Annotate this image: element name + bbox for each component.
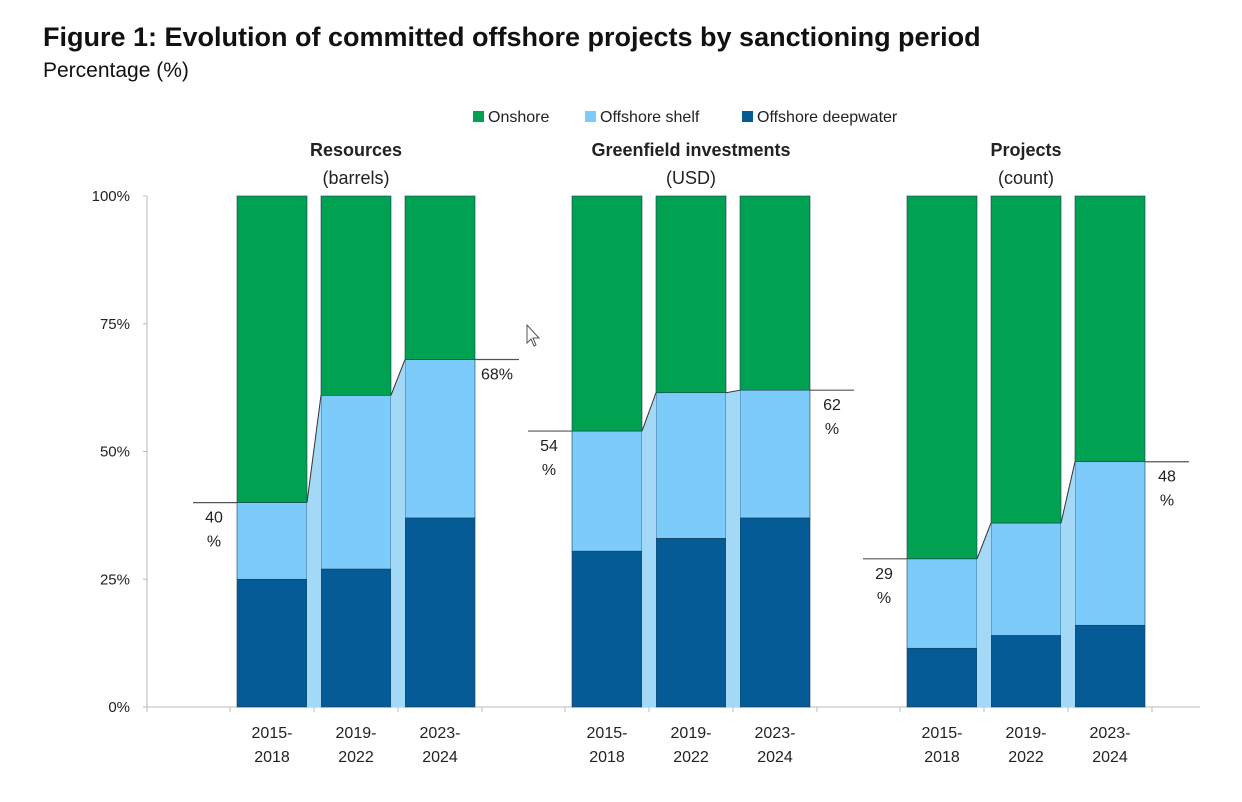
legend-label: Offshore shelf xyxy=(600,109,700,126)
x-tick-label: 2019- xyxy=(671,725,712,742)
bar-segment-offshore-deepwater xyxy=(655,538,727,708)
connector-area xyxy=(977,523,991,707)
bar-segment-onshore xyxy=(236,195,308,503)
bar-segment-offshore-deepwater xyxy=(906,647,978,708)
bar-segment-offshore-shelf xyxy=(404,359,476,519)
x-tick-label: 2024 xyxy=(757,749,793,766)
mouse-cursor-icon xyxy=(526,323,541,347)
connector-line xyxy=(641,392,657,432)
bar-segment-offshore-shelf xyxy=(236,502,308,580)
legend-swatch xyxy=(473,111,484,122)
connector-area xyxy=(307,395,321,707)
annotation-label: % xyxy=(207,534,221,551)
x-tick-label: 2024 xyxy=(1092,749,1128,766)
chart-subtitle: Percentage (%) xyxy=(43,59,189,82)
bar-segment-onshore xyxy=(739,195,811,391)
x-tick-label: 2015- xyxy=(587,725,628,742)
legend-swatch xyxy=(742,111,753,122)
y-tick-label: 50% xyxy=(100,444,130,461)
bar-segment-onshore xyxy=(320,195,392,396)
annotation-label: % xyxy=(877,590,891,607)
bar-segment-offshore-deepwater xyxy=(1074,624,1146,708)
bar-segment-onshore xyxy=(906,195,978,560)
panel-unit: (barrels) xyxy=(322,168,389,188)
bar-segment-onshore xyxy=(571,195,643,432)
bar-segment-onshore xyxy=(1074,195,1146,463)
connector-area xyxy=(1061,461,1075,707)
x-tick-label: 2023- xyxy=(420,725,461,742)
x-tick-label: 2018 xyxy=(589,749,625,766)
panel-unit: (USD) xyxy=(666,168,716,188)
x-tick-label: 2018 xyxy=(924,749,960,766)
bar-segment-offshore-shelf xyxy=(906,558,978,649)
annotation-label: 48 xyxy=(1158,469,1176,486)
connector-area xyxy=(726,390,740,707)
x-tick-label: 2022 xyxy=(673,749,709,766)
y-tick-label: 100% xyxy=(92,188,130,205)
bar-segment-onshore xyxy=(990,195,1062,524)
bar-segment-offshore-deepwater xyxy=(571,550,643,708)
bar-segment-offshore-deepwater xyxy=(990,635,1062,708)
panel-title: Greenfield investments xyxy=(591,140,790,160)
x-tick-label: 2022 xyxy=(1008,749,1044,766)
bar-segment-onshore xyxy=(655,195,727,394)
legend-swatch xyxy=(585,111,596,122)
bar-segment-offshore-shelf xyxy=(739,389,811,519)
connector-line xyxy=(1060,461,1076,524)
connector-line xyxy=(306,395,322,503)
panel-unit: (count) xyxy=(998,168,1054,188)
connector-line xyxy=(976,522,992,559)
bar-segment-offshore-shelf xyxy=(571,430,643,552)
bar-segment-offshore-shelf xyxy=(1074,461,1146,626)
x-tick-label: 2015- xyxy=(922,725,963,742)
x-tick-label: 2019- xyxy=(1006,725,1047,742)
bar-segment-offshore-deepwater xyxy=(404,517,476,708)
connector-line xyxy=(725,389,741,394)
x-tick-label: 2023- xyxy=(755,725,796,742)
x-tick-label: 2019- xyxy=(336,725,377,742)
annotation-label: 40 xyxy=(205,510,223,527)
x-tick-label: 2023- xyxy=(1090,725,1131,742)
x-tick-label: 2022 xyxy=(338,749,374,766)
x-tick-label: 2018 xyxy=(254,749,290,766)
bar-segment-offshore-shelf xyxy=(990,522,1062,636)
connector-area xyxy=(391,359,405,707)
annotation-label: % xyxy=(1160,493,1174,510)
y-tick-label: 25% xyxy=(100,571,130,588)
y-tick-label: 0% xyxy=(108,699,130,716)
annotation-label: % xyxy=(542,462,556,479)
bar-segment-offshore-shelf xyxy=(655,392,727,539)
annotation-label: 29 xyxy=(875,566,893,583)
connector-line xyxy=(390,359,406,396)
connector-area xyxy=(642,392,656,707)
annotation-label: 54 xyxy=(540,438,558,455)
bar-segment-onshore xyxy=(404,195,476,360)
x-tick-label: 2015- xyxy=(252,725,293,742)
y-tick-label: 75% xyxy=(100,316,130,333)
panel-title: Resources xyxy=(310,140,402,160)
bar-segment-offshore-deepwater xyxy=(236,578,308,708)
annotation-label: 68% xyxy=(481,367,513,384)
x-tick-label: 2024 xyxy=(422,749,458,766)
annotation-label: % xyxy=(825,421,839,438)
annotation-label: 62 xyxy=(823,397,841,414)
panel-title: Projects xyxy=(990,140,1061,160)
legend-label: Offshore deepwater xyxy=(757,109,898,126)
bar-segment-offshore-deepwater xyxy=(320,568,392,708)
bar-segment-offshore-shelf xyxy=(320,394,392,570)
chart-title: Figure 1: Evolution of committed offshor… xyxy=(43,22,981,52)
bar-segment-offshore-deepwater xyxy=(739,517,811,708)
legend-label: Onshore xyxy=(488,109,549,126)
